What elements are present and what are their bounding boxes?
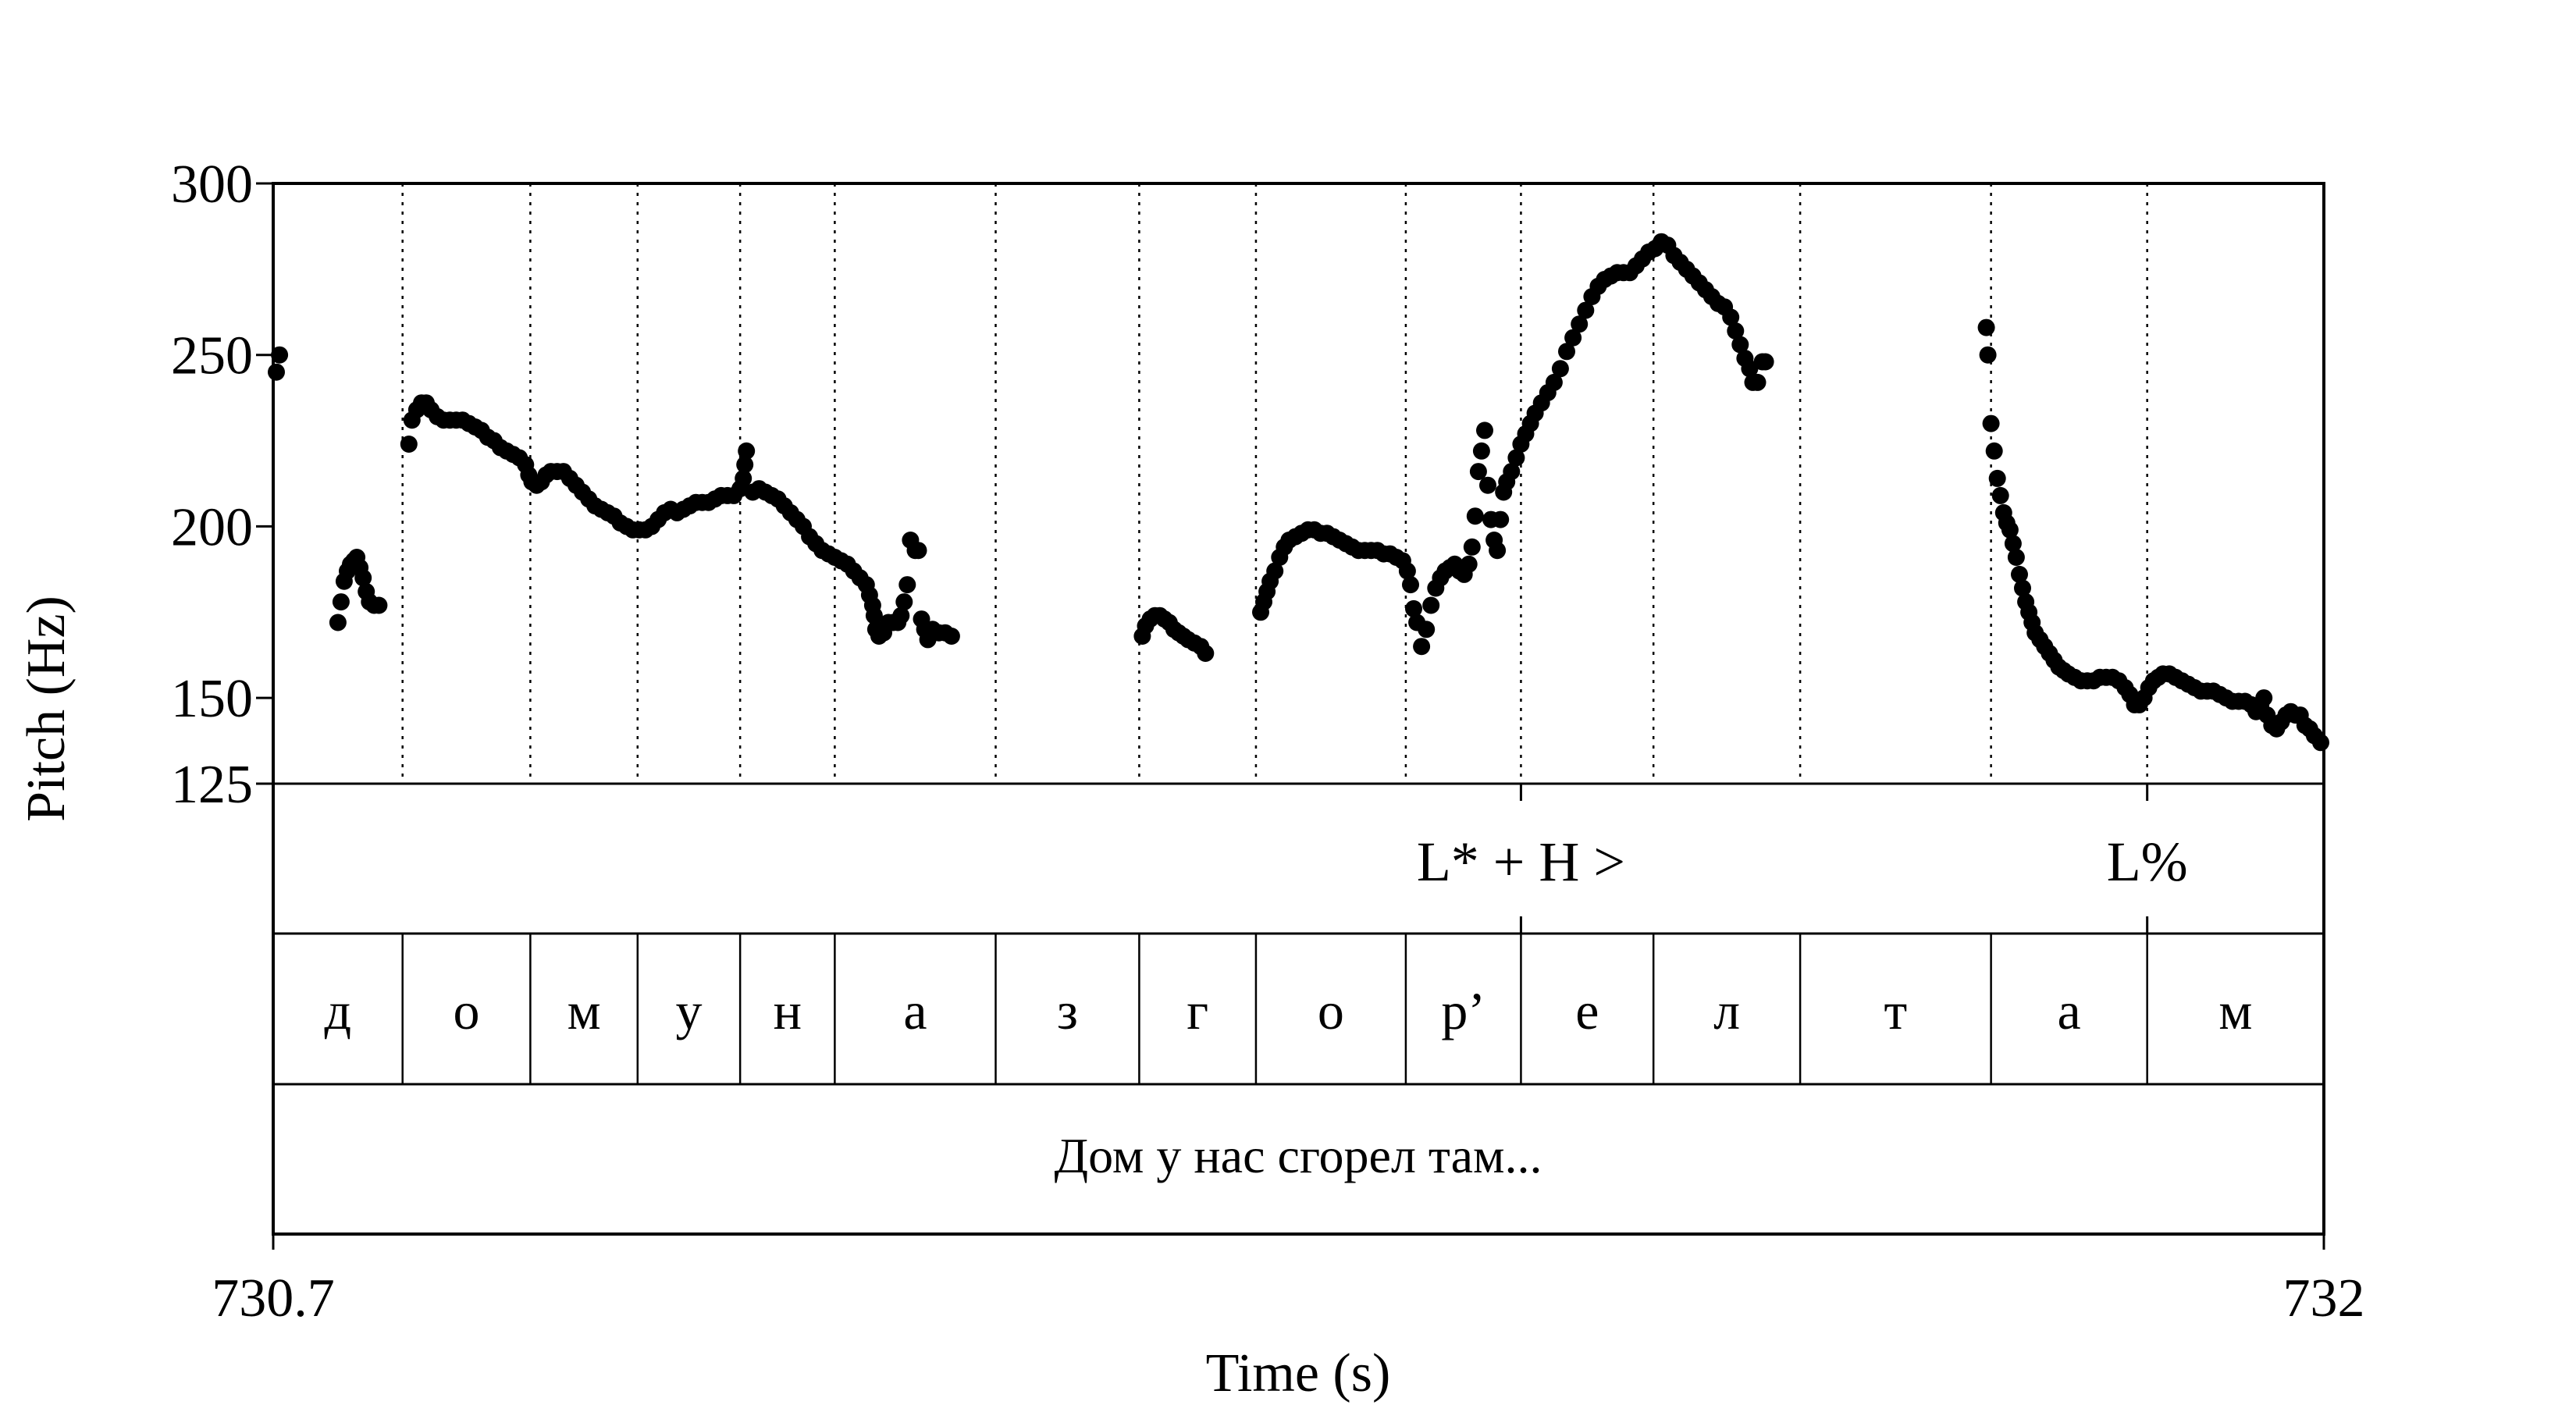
pitch-point (271, 346, 289, 364)
segment-tier: д о м у н а з г о р’ е л т а м (325, 981, 2253, 1040)
segment-label-0: д (325, 981, 352, 1040)
segment-label-14: м (2218, 981, 2252, 1040)
segment-label-7: г (1187, 981, 1208, 1040)
pitch-point (1418, 621, 1436, 638)
pitch-point (1756, 353, 1774, 371)
pitch-point (1492, 510, 1510, 528)
pitch-point (329, 614, 347, 631)
pitch-point (2004, 535, 2022, 553)
pitch-point (1988, 469, 2006, 487)
segment-label-9: р’ (1441, 981, 1485, 1040)
segment-label-5: а (903, 981, 927, 1040)
pitch-point (1398, 562, 1416, 580)
pitch-point (1405, 599, 1422, 617)
pitch-point (1564, 329, 1582, 347)
x-tick-label-start: 730.7 (212, 1268, 335, 1329)
pitch-point (1982, 414, 2000, 432)
segment-label-3: у (675, 981, 702, 1040)
pitch-point (1741, 360, 1759, 378)
pitch-point (1977, 318, 1995, 336)
pitch-point (2011, 565, 2028, 583)
y-tick-label-1: 250 (171, 326, 253, 386)
x-axis (272, 1234, 2325, 1250)
segment-label-13: а (2058, 981, 2081, 1040)
segment-label-4: н (774, 981, 802, 1040)
pitch-point (2001, 521, 2019, 539)
pitch-point (2255, 689, 2273, 707)
pitch-point (2312, 734, 2329, 752)
pitch-point (909, 542, 927, 560)
pitch-point (268, 363, 285, 381)
pitch-point (1413, 638, 1431, 656)
pitch-point (400, 436, 418, 453)
y-axis: 300 250 200 150 125 (171, 155, 273, 815)
segment-label-1: о (454, 981, 480, 1040)
pitch-point (1266, 562, 1284, 580)
pitch-point (1558, 343, 1575, 361)
pitch-point (370, 596, 388, 614)
pitch-point (892, 606, 910, 624)
pitch-point (942, 628, 960, 645)
segment-boundaries (401, 183, 2148, 1084)
pitch-point (1466, 507, 1484, 525)
pitch-point (354, 569, 372, 587)
pitch-point (1476, 422, 1493, 439)
y-tick-label-2: 200 (171, 497, 253, 557)
pitch-point (1985, 442, 2003, 460)
utterance-text: Дом у нас сгорел там... (1054, 1128, 1542, 1183)
segment-label-2: м (568, 981, 601, 1040)
outer-box (272, 182, 2325, 1236)
pitch-points (268, 233, 2329, 752)
pitch-point (1979, 346, 1997, 364)
pitch-point (735, 469, 753, 487)
pitch-point (1727, 322, 1745, 340)
tone-label-1: L% (2107, 831, 2188, 893)
pitch-point (1722, 308, 1740, 326)
x-tick-label-end: 732 (2283, 1268, 2365, 1329)
pitch-point (1991, 486, 2009, 504)
pitch-point (1749, 373, 1767, 391)
pitch-point (1731, 336, 1749, 354)
pitch-point (1469, 463, 1487, 481)
pitch-point (1197, 645, 1215, 662)
x-axis-label: Time (s) (1206, 1343, 1391, 1403)
pitch-point (2014, 579, 2031, 597)
pitch-point (1577, 301, 1595, 319)
pitch-point (895, 593, 913, 611)
pitch-point (738, 442, 756, 460)
pitch-point (1460, 555, 1478, 573)
pitch-point (1489, 542, 1507, 560)
tone-tier: L* + H > L% (1417, 784, 2188, 934)
pitch-point (1551, 360, 1569, 378)
pitch-point (1571, 315, 1589, 333)
pitch-point (1503, 463, 1521, 481)
pitch-point (865, 606, 883, 624)
segment-label-8: о (1318, 981, 1344, 1040)
y-axis-label: Pitch (Hz) (16, 596, 76, 822)
y-tick-label-4: 125 (171, 755, 253, 815)
y-tick-label-0: 300 (171, 155, 253, 215)
y-tick-label-3: 150 (171, 669, 253, 729)
pitch-point (332, 593, 350, 611)
pitch-point (736, 456, 754, 474)
pitch-point (1463, 538, 1481, 556)
pitch-point (1545, 373, 1563, 391)
pitch-point (1402, 576, 1419, 594)
pitch-point (1479, 476, 1496, 494)
pitch-point (898, 576, 916, 594)
pitch-point (2007, 549, 2025, 566)
segment-label-11: л (1713, 981, 1740, 1040)
plot-frame (272, 182, 2325, 1236)
pitch-point (1472, 442, 1490, 460)
pitch-point (1507, 449, 1525, 467)
segment-label-6: з (1057, 981, 1078, 1040)
pitch-point (1422, 596, 1440, 614)
tone-label-0: L* + H > (1417, 831, 1625, 893)
segment-label-10: е (1575, 981, 1599, 1040)
segment-label-12: т (1884, 981, 1908, 1040)
